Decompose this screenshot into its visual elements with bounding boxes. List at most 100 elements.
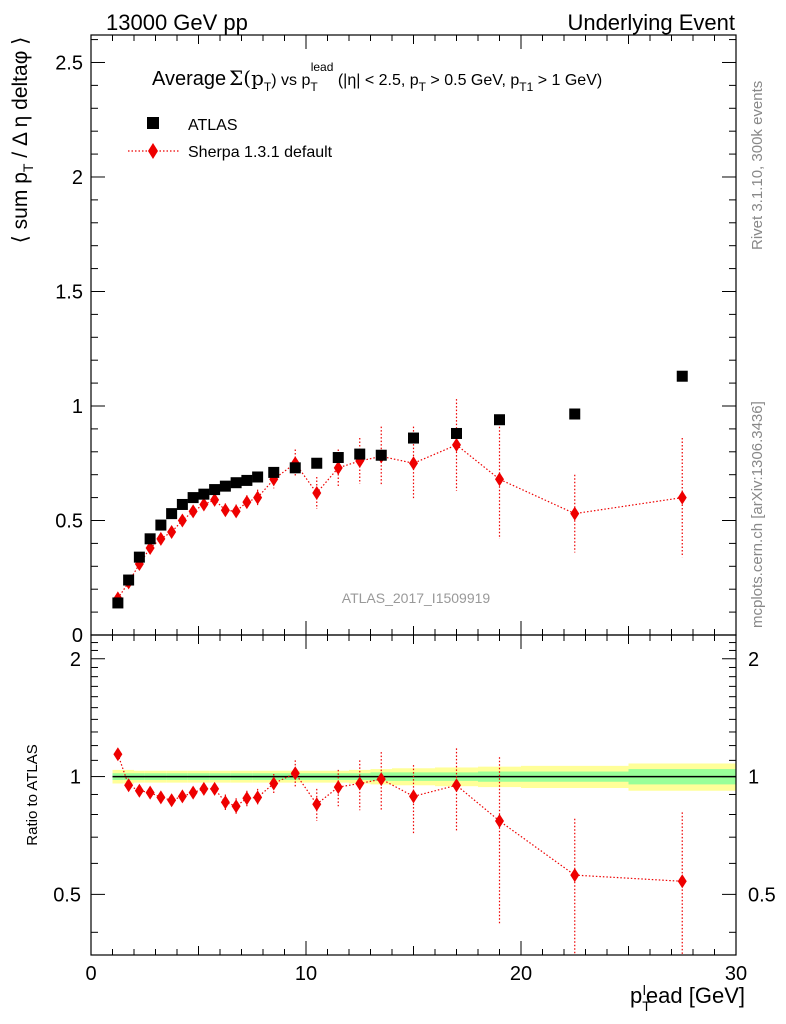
mc-point (199, 497, 209, 512)
ratio-xlabel: pTlead [GeV] (630, 982, 745, 1014)
mc-point (570, 506, 580, 521)
main-ytick-label: 0.5 (55, 510, 83, 532)
xlabel-sup: l (643, 982, 646, 998)
ratio-ytick-label-right: 2 (748, 649, 759, 671)
main-ylabel-part1: ⟨ sum p (9, 172, 32, 243)
main-panel: 00.511.522.5 Average Σ(pT) vs pTlead (|η|… (55, 34, 737, 647)
ratio-xtick-label: 20 (510, 963, 532, 985)
mc-point (156, 531, 166, 546)
atlas-point (166, 508, 178, 520)
legend-atlas-marker (147, 117, 159, 129)
ratio-point (156, 790, 166, 805)
title-sigma-close: ) (271, 72, 276, 89)
atlas-point (176, 498, 188, 510)
header-right-text: Underlying Event (567, 10, 735, 35)
ratio-point (145, 785, 155, 800)
ratio-ytick-label: 1 (70, 767, 81, 789)
ratio-point (220, 795, 230, 810)
ratio-ytick-label: 2 (70, 649, 81, 671)
main-plot-title: Average Σ(pT) vs pTlead (|η| < 2.5, pT > … (152, 60, 602, 94)
title-cuts-2: > 0.5 GeV, p (426, 72, 519, 89)
mc-point (333, 460, 343, 475)
mc-point (177, 513, 187, 528)
atlas-point (144, 533, 156, 545)
ratio-point (269, 776, 279, 791)
ratio-ytick-label-right: 1 (748, 767, 759, 789)
ratio-point (495, 813, 504, 828)
legend-mc-label: Sherpa 1.3.1 default (188, 144, 333, 161)
atlas-point (209, 484, 221, 496)
main-ytick-label: 2.5 (55, 52, 83, 74)
xlabel-rest: ead [GeV] (646, 983, 745, 1008)
main-ytick-label: 1.5 (55, 281, 83, 303)
mc-point (210, 492, 220, 507)
ratio-point (242, 791, 252, 806)
mc-point (188, 504, 198, 519)
atlas-point (375, 449, 387, 461)
mc-point (452, 437, 461, 452)
atlas-point (332, 452, 344, 464)
ratio-xtick-label: 0 (85, 963, 96, 985)
ratio-point (570, 868, 580, 883)
ratio-point (167, 793, 177, 808)
ratio-point (253, 790, 263, 805)
legend-atlas-label: ATLAS (188, 117, 238, 134)
analysis-watermark: ATLAS_2017_I1509919 (342, 590, 491, 606)
ratio-point (177, 789, 187, 804)
mc-point (145, 540, 155, 555)
atlas-point (451, 427, 462, 439)
mcplots-label: mcplots.cern.ch [arXiv:1306.3436] (749, 401, 766, 628)
legend-mc-marker (148, 143, 158, 159)
ratio-point (134, 783, 144, 798)
title-cuts-3: > 1 GeV) (533, 72, 602, 89)
ratio-point (290, 766, 300, 781)
main-ylabel-sub: T (20, 163, 36, 172)
atlas-point (268, 466, 280, 478)
title-cuts-1: (|η| < 2.5, p (333, 72, 418, 89)
legend: ATLAS Sherpa 1.3.1 default (128, 117, 333, 161)
atlas-point (241, 474, 253, 486)
header-left-text: 13000 GeV pp (106, 10, 248, 35)
mc-point (167, 524, 177, 539)
atlas-point (252, 471, 264, 483)
title-cuts-1-sub: T (419, 80, 427, 94)
main-ylabel: ⟨ sum pT / Δ η deltaφ ⟩ (9, 37, 36, 244)
ratio-point (231, 799, 241, 814)
atlas-point (408, 432, 419, 444)
ratio-point (376, 772, 386, 787)
title-vs: vs p (277, 72, 311, 89)
rivet-label: Rivet 3.1.10, 300k events (749, 81, 766, 250)
title-vs-sup: lead (311, 60, 334, 74)
ratio-point (188, 785, 198, 800)
ratio-ylabel: Ratio to ATLAS (24, 744, 41, 845)
atlas-point (123, 574, 135, 586)
title-sigma-sub: T (264, 80, 272, 94)
mc-series-line (117, 444, 683, 599)
main-ylabel-part2: / Δ η deltaφ ⟩ (9, 37, 32, 164)
ratio-point (199, 781, 209, 796)
atlas-point (289, 462, 301, 474)
ratio-point (312, 797, 322, 812)
atlas-point (187, 492, 199, 504)
ratio-xtick-label: 10 (295, 963, 317, 985)
mc-point (231, 504, 241, 519)
atlas-point (569, 408, 581, 420)
ratio-xtick-label: 30 (725, 963, 747, 985)
atlas-point (133, 551, 145, 563)
atlas-point (354, 448, 366, 460)
mc-point (220, 503, 230, 518)
ratio-point (355, 776, 365, 791)
title-vs-sub: T (310, 80, 318, 94)
ratio-point (452, 778, 461, 793)
mc-point (242, 495, 252, 510)
ratio-point (210, 781, 220, 796)
atlas-point (155, 519, 167, 531)
atlas-point (230, 477, 242, 489)
mc-point (409, 456, 418, 471)
title-pre: Average (152, 68, 226, 90)
ratio-panel: 0 10 20 30 0.5 0.5 1 1 2 2 (53, 634, 776, 985)
xlabel-p: p (630, 983, 642, 1008)
atlas-point (494, 414, 505, 426)
mc-point (253, 490, 263, 505)
